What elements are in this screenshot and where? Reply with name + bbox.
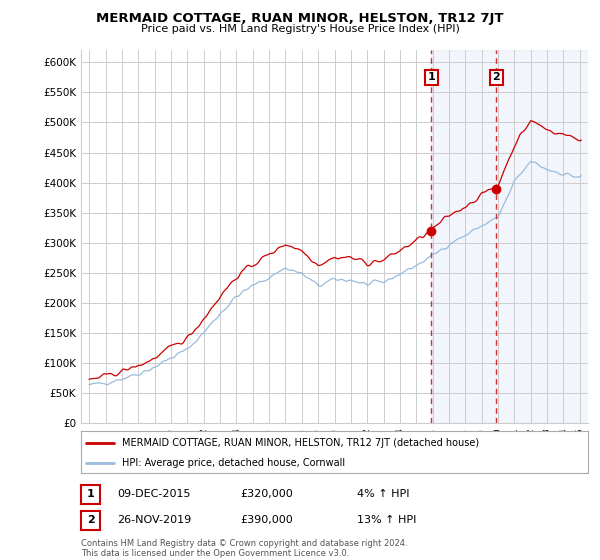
- Bar: [431, 50, 588, 423]
- Text: 2: 2: [87, 515, 94, 525]
- Text: HPI: Average price, detached house, Cornwall: HPI: Average price, detached house, Corn…: [122, 458, 344, 468]
- Text: 1: 1: [427, 72, 435, 82]
- Text: £390,000: £390,000: [240, 515, 293, 525]
- Text: 4% ↑ HPI: 4% ↑ HPI: [357, 489, 409, 499]
- Text: MERMAID COTTAGE, RUAN MINOR, HELSTON, TR12 7JT (detached house): MERMAID COTTAGE, RUAN MINOR, HELSTON, TR…: [122, 438, 479, 448]
- Text: Price paid vs. HM Land Registry's House Price Index (HPI): Price paid vs. HM Land Registry's House …: [140, 24, 460, 34]
- Text: Contains HM Land Registry data © Crown copyright and database right 2024.
This d: Contains HM Land Registry data © Crown c…: [81, 539, 407, 558]
- Text: £320,000: £320,000: [240, 489, 293, 499]
- Text: 1: 1: [87, 489, 94, 500]
- Text: 2: 2: [493, 72, 500, 82]
- Text: 26-NOV-2019: 26-NOV-2019: [117, 515, 191, 525]
- Text: MERMAID COTTAGE, RUAN MINOR, HELSTON, TR12 7JT: MERMAID COTTAGE, RUAN MINOR, HELSTON, TR…: [96, 12, 504, 25]
- Text: 13% ↑ HPI: 13% ↑ HPI: [357, 515, 416, 525]
- Text: 09-DEC-2015: 09-DEC-2015: [117, 489, 191, 499]
